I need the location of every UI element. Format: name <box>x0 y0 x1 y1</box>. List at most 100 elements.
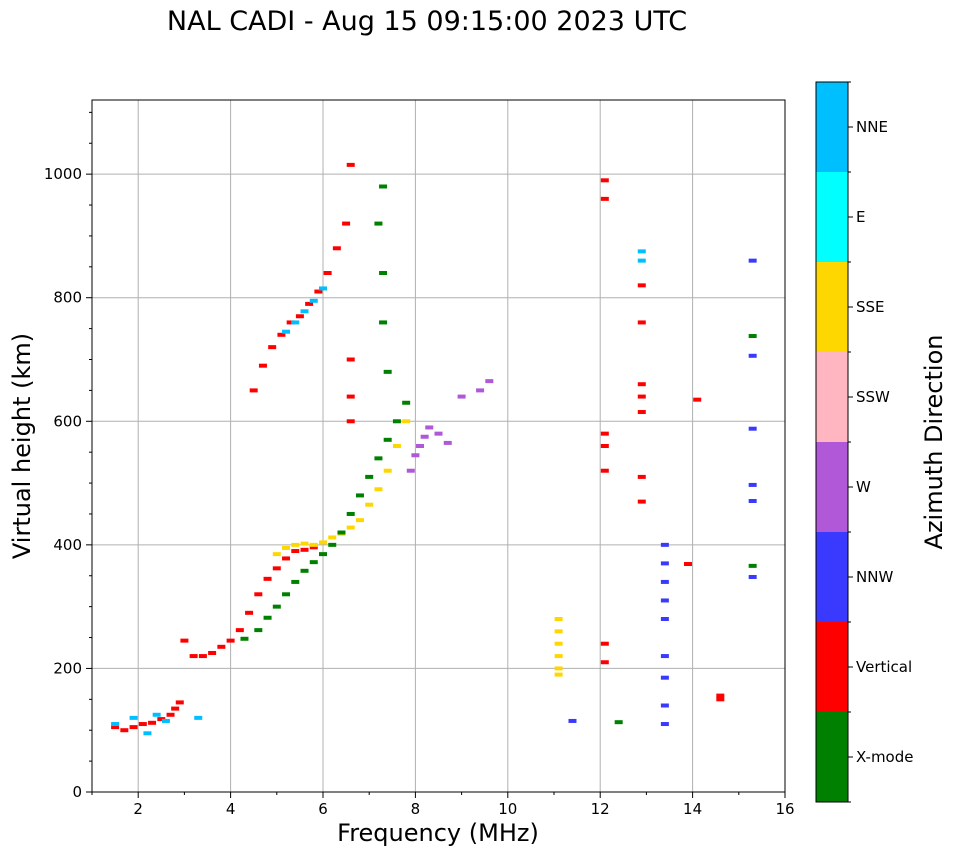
colorbar-tick-label: W <box>856 478 871 496</box>
data-point <box>374 456 383 461</box>
colorbar-segment-vertical <box>816 622 848 712</box>
data-point <box>346 419 355 424</box>
y-axis: 0 200 400 600 800 1000 <box>44 111 92 801</box>
data-point <box>554 641 563 646</box>
data-point <box>365 502 374 507</box>
y-tick-label: 0 <box>72 783 82 801</box>
y-axis-label: Virtual height (km) <box>8 333 36 559</box>
data-point <box>194 715 203 720</box>
colorbar-tick-label: NNE <box>856 118 888 136</box>
data-point <box>637 258 646 263</box>
data-point <box>660 722 669 727</box>
data-point <box>392 419 401 424</box>
data-point <box>143 731 152 736</box>
data-point <box>328 535 337 540</box>
data-point <box>291 542 300 547</box>
data-point <box>411 453 420 458</box>
data-point <box>637 474 646 479</box>
data-point <box>637 499 646 504</box>
data-point <box>416 444 425 448</box>
data-point <box>392 444 401 448</box>
series-vertical <box>683 397 725 702</box>
data-point <box>554 666 563 671</box>
data-point <box>319 540 327 545</box>
data-point <box>342 221 351 226</box>
data-point <box>268 345 277 350</box>
data-point <box>346 394 355 399</box>
data-point <box>309 545 318 550</box>
data-point <box>346 525 355 530</box>
data-point <box>300 568 309 573</box>
data-point <box>748 563 757 568</box>
data-point <box>554 672 563 677</box>
data-point <box>374 487 383 492</box>
data-point <box>166 712 175 717</box>
data-point <box>263 576 272 581</box>
data-point <box>374 221 383 226</box>
data-point <box>300 547 309 552</box>
colorbar: X-mode Vertical NNW W SSW SSE E NNE <box>815 81 913 803</box>
series-nnw <box>568 258 757 723</box>
data-point <box>614 720 623 725</box>
data-point <box>120 728 129 733</box>
data-point <box>379 271 388 275</box>
data-point <box>379 320 388 325</box>
series-x-mode <box>614 334 757 725</box>
series-nnw <box>660 542 669 727</box>
data-point <box>434 431 443 436</box>
x-tick-label: 4 <box>226 800 236 818</box>
series-vertical <box>180 545 318 659</box>
data-point <box>198 654 207 659</box>
data-point <box>600 444 609 448</box>
data-point <box>309 560 318 565</box>
data-point <box>485 379 494 384</box>
data-point <box>637 382 646 387</box>
data-point <box>282 592 291 597</box>
x-axis: 2 4 6 8 10 12 14 16 <box>91 792 795 818</box>
data-point <box>286 320 295 325</box>
colorbar-segment-nne <box>816 82 848 172</box>
y-tick-label: 600 <box>53 412 82 430</box>
data-point <box>457 394 466 399</box>
x-tick-label: 14 <box>683 800 702 818</box>
data-point <box>660 654 669 659</box>
data-point <box>660 542 669 547</box>
data-point <box>138 722 147 727</box>
data-point <box>282 545 291 550</box>
colorbar-segment-sse <box>816 262 848 352</box>
data-point <box>554 629 563 634</box>
data-point <box>476 388 485 393</box>
data-point <box>402 419 411 424</box>
x-axis-label: Frequency (MHz) <box>337 819 539 847</box>
data-point <box>258 363 267 368</box>
plot-frame <box>91 99 786 793</box>
data-point <box>161 718 170 723</box>
colorbar-segment-e <box>816 172 848 262</box>
data-point <box>291 320 300 325</box>
data-point <box>637 320 646 325</box>
grid-lines <box>92 100 786 792</box>
data-point <box>309 542 318 547</box>
data-point <box>171 706 180 711</box>
series-nne <box>282 286 327 334</box>
data-point <box>282 556 291 561</box>
series-nne <box>637 249 646 263</box>
x-tick-label: 10 <box>498 800 517 818</box>
data-point <box>365 474 374 479</box>
data-point <box>332 246 341 251</box>
x-tick-label: 6 <box>318 800 328 818</box>
data-point <box>272 566 281 571</box>
data-point <box>660 561 669 566</box>
data-point <box>272 604 281 609</box>
data-point <box>249 388 258 393</box>
colorbar-segment-x-mode <box>816 712 848 802</box>
data-point <box>379 184 388 189</box>
data-point <box>355 518 364 523</box>
colorbar-tick-label: SSE <box>856 298 885 316</box>
data-point <box>748 353 757 358</box>
data-point <box>291 579 300 584</box>
data-point <box>305 301 314 306</box>
data-point <box>111 722 120 727</box>
data-point <box>111 725 120 730</box>
